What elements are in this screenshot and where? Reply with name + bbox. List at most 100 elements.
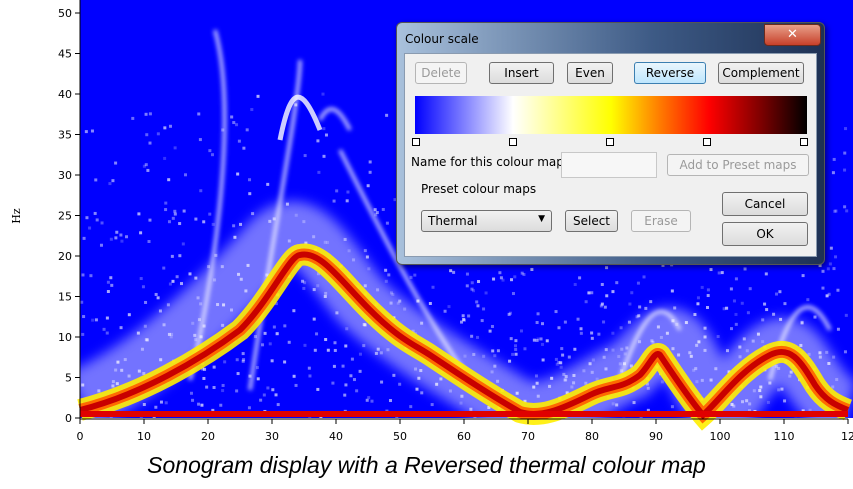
speckle: [366, 399, 369, 402]
speckle: [420, 391, 423, 394]
speckle: [108, 182, 111, 185]
speckle: [149, 112, 152, 115]
y-tick-label: 30: [58, 169, 72, 182]
speckle: [492, 278, 495, 281]
speckle: [302, 287, 305, 290]
speckle: [374, 208, 377, 211]
speckle: [783, 399, 786, 402]
speckle: [564, 321, 567, 324]
speckle: [353, 378, 356, 381]
speckle: [837, 328, 840, 331]
cancel-button[interactable]: Cancel: [722, 192, 808, 216]
speckle: [248, 406, 251, 409]
speckle: [251, 212, 254, 215]
speckle: [221, 389, 224, 392]
y-axis-label: Hz: [10, 208, 23, 224]
speckle: [615, 281, 618, 284]
speckle: [163, 126, 166, 129]
speckle: [761, 318, 764, 321]
speckle: [611, 290, 614, 293]
speckle: [80, 301, 83, 304]
speckle: [491, 325, 494, 328]
speckle: [821, 287, 824, 290]
colour-stop[interactable]: [703, 138, 711, 146]
speckle: [723, 307, 726, 310]
toolbar-button[interactable]: Reverse: [634, 62, 706, 84]
colour-stop[interactable]: [509, 138, 517, 146]
x-tick-label: 110: [774, 430, 795, 440]
speckle: [101, 221, 104, 224]
x-tick-label: 10: [137, 430, 151, 440]
speckle: [542, 358, 545, 361]
speckle: [88, 227, 91, 230]
toolbar-button[interactable]: Complement: [718, 62, 804, 84]
speckle: [172, 280, 175, 283]
y-tick-label: 20: [58, 250, 72, 263]
speckle: [81, 333, 84, 336]
speckle: [106, 332, 109, 335]
speckle: [735, 277, 738, 280]
speckle: [530, 268, 533, 271]
speckle: [471, 281, 474, 284]
speckle: [836, 289, 839, 292]
speckle: [334, 341, 337, 344]
speckle: [590, 331, 593, 334]
speckle: [236, 358, 239, 361]
speckle: [237, 372, 240, 375]
speckle: [707, 288, 710, 291]
preset-dropdown[interactable]: Thermal▼: [421, 210, 552, 232]
speckle: [481, 319, 484, 322]
x-tick-label: 40: [329, 430, 343, 440]
speckle: [145, 163, 148, 166]
speckle: [321, 93, 324, 96]
speckle: [317, 171, 320, 174]
speckle: [275, 393, 278, 396]
speckle: [413, 274, 416, 277]
toolbar-button[interactable]: Insert: [489, 62, 554, 84]
speckle: [509, 312, 512, 315]
speckle: [772, 313, 775, 316]
speckle: [242, 352, 245, 355]
speckle: [521, 272, 524, 275]
speckle: [222, 384, 225, 387]
speckle: [139, 231, 142, 234]
speckle: [82, 315, 85, 318]
name-input[interactable]: [561, 152, 657, 178]
preset-value: Thermal: [428, 214, 477, 228]
speckle: [734, 313, 737, 316]
speckle: [301, 280, 304, 283]
speckle: [783, 302, 786, 305]
colour-stop[interactable]: [606, 138, 614, 146]
close-button[interactable]: ✕: [764, 24, 821, 46]
toolbar-button[interactable]: Even: [567, 62, 613, 84]
colour-stop[interactable]: [412, 138, 420, 146]
x-tick-label: 0: [77, 430, 84, 440]
speckle: [741, 302, 744, 305]
toolbar-button[interactable]: Delete: [415, 62, 467, 84]
erase-button[interactable]: Erase: [631, 210, 691, 232]
speckle: [95, 318, 98, 321]
add-preset-button[interactable]: Add to Preset maps: [667, 154, 809, 176]
speckle: [555, 358, 558, 361]
speckle: [701, 286, 704, 289]
colour-stop[interactable]: [800, 138, 808, 146]
speckle: [489, 330, 492, 333]
select-button[interactable]: Select: [565, 210, 618, 232]
speckle: [142, 285, 145, 288]
ok-button[interactable]: OK: [722, 222, 808, 246]
speckle: [590, 291, 593, 294]
speckle: [167, 178, 170, 181]
speckle: [325, 134, 328, 137]
speckle: [637, 314, 640, 317]
speckle: [744, 267, 747, 270]
speckle: [467, 314, 470, 317]
preset-label: Preset colour maps: [421, 182, 536, 196]
speckle: [767, 401, 770, 404]
speckle: [235, 389, 238, 392]
y-tick-label: 5: [65, 372, 72, 385]
speckle: [380, 381, 383, 384]
speckle: [94, 212, 97, 215]
speckle: [96, 218, 99, 221]
speckle: [261, 343, 264, 346]
speckle: [827, 267, 830, 270]
